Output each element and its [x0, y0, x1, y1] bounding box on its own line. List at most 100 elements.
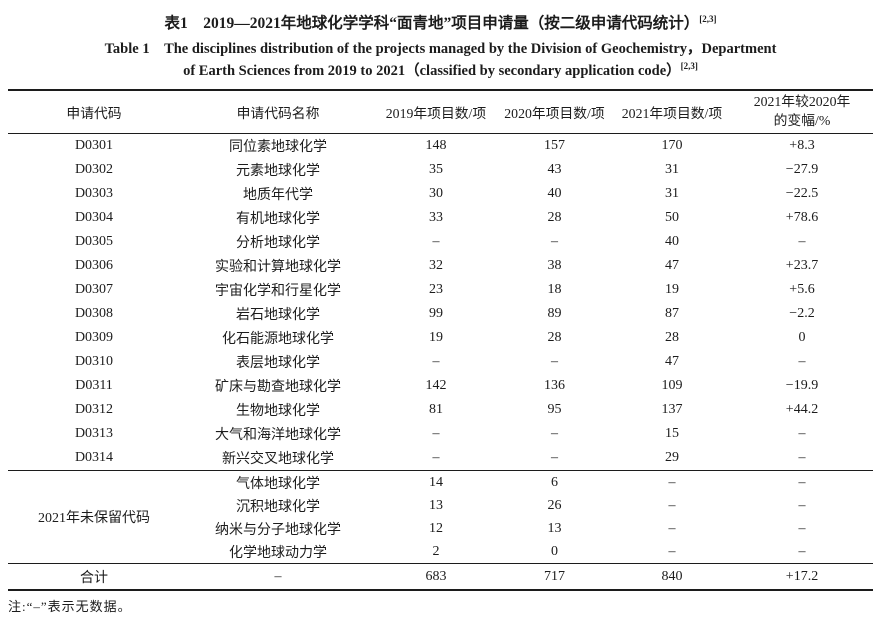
table-row: D0313 大气和海洋地球化学 – – 15 –	[8, 422, 873, 446]
cell-name: 岩石地球化学	[236, 308, 320, 323]
citation-superscript-zh: [2,3]	[699, 13, 717, 24]
cell-2019: 99	[429, 306, 443, 321]
cell-code: D0310	[74, 354, 114, 369]
cell-2020: 40	[547, 186, 562, 201]
table-title-en-line2: of Earth Sciences from 2019 to 2021（clas…	[0, 60, 881, 82]
table-row: D0312 生物地球化学 81 95 137 +44.2	[8, 398, 873, 422]
cell-2019: 142	[425, 378, 447, 393]
cell-2021: –	[613, 470, 731, 494]
cell-2019: 33	[429, 210, 443, 225]
table-row: D0307 宇宙化学和行星化学 23 18 19 +5.6	[8, 278, 873, 302]
cell-change: 0	[798, 330, 806, 345]
header-row: 申请代码 申请代码名称 2019年项目数/项 2020年项目数/项 2021年项…	[8, 90, 873, 134]
col-header-change: 2021年较2020年 的变幅/%	[731, 90, 873, 134]
cell-name: 化石能源地球化学	[222, 332, 334, 347]
table-row: D0309 化石能源地球化学 19 28 28 0	[8, 326, 873, 350]
cell-code: D0308	[74, 306, 114, 321]
cell-name: 同位素地球化学	[229, 140, 327, 155]
cell-2021: 137	[661, 402, 683, 417]
cell-2019: –	[432, 234, 440, 249]
group-row: 2021年未保留代码 气体地球化学 14 6 – –	[8, 470, 873, 564]
cell-name: –	[180, 563, 376, 590]
group-row: 沉积地球化学 13 26 – –	[8, 494, 873, 517]
cell-code: D0309	[74, 330, 114, 345]
cell-2020: –	[551, 354, 558, 369]
cell-code: D0301	[74, 138, 114, 153]
cell-code: D0303	[74, 186, 114, 201]
cell-change: –	[798, 543, 806, 559]
table-footnote: 注:“–”表示无数据。	[8, 599, 132, 614]
cell-name: 有机地球化学	[236, 212, 320, 227]
group-label: 2021年未保留代码	[8, 470, 180, 564]
table-title-en-line2-text: of Earth Sciences from 2019 to 2021（clas…	[183, 63, 681, 79]
cell-2021: 47	[665, 354, 679, 369]
col-header-code: 申请代码	[8, 90, 180, 134]
cell-2020: –	[551, 234, 558, 249]
cell-2021: 50	[665, 210, 679, 225]
cell-2019: 35	[429, 162, 443, 177]
cell-change: −19.9	[785, 378, 819, 393]
cell-change: +23.7	[785, 258, 819, 273]
cell-change: –	[798, 234, 806, 249]
cell-name: 表层地球化学	[236, 356, 320, 371]
cell-2020: 28	[547, 330, 562, 345]
cell-change: +78.6	[785, 210, 819, 225]
cell-2021: 28	[665, 330, 679, 345]
cell-name: 气体地球化学	[180, 470, 376, 494]
table-row: D0304 有机地球化学 33 28 50 +78.6	[8, 206, 873, 230]
table-row: D0306 实验和计算地球化学 32 38 47 +23.7	[8, 254, 873, 278]
cell-name: 元素地球化学	[236, 164, 320, 179]
cell-2021: 19	[665, 282, 679, 297]
cell-change: +44.2	[785, 402, 819, 417]
col-header-2021: 2021年项目数/项	[613, 90, 731, 134]
table-row: D0308 岩石地球化学 99 89 87 −2.2	[8, 302, 873, 326]
cell-2020: 6	[496, 470, 613, 494]
cell-change: −27.9	[785, 162, 819, 177]
cell-2020: 28	[547, 210, 562, 225]
citation-superscript-en: [2,3]	[680, 61, 698, 72]
cell-change: –	[731, 470, 873, 494]
cell-name: 地质年代学	[243, 188, 313, 203]
group-row: 纳米与分子地球化学 12 13 – –	[8, 517, 873, 540]
cell-2020: –	[551, 450, 558, 465]
cell-change: –	[798, 520, 806, 536]
cell-code: D0313	[74, 426, 114, 441]
total-label: 合计	[8, 563, 180, 590]
table-title-en-line1: Table 1 The disciplines distribution of …	[104, 41, 777, 57]
cell-name: 实验和计算地球化学	[215, 260, 341, 275]
cell-2019: 683	[376, 563, 496, 590]
group-row: 化学地球动力学 2 0 – –	[8, 540, 873, 564]
cell-2019: –	[432, 354, 440, 369]
cell-code: D0314	[74, 450, 114, 465]
cell-name: 化学地球动力学	[229, 545, 327, 561]
cell-change: –	[798, 426, 806, 441]
total-row: 合计 – 683 717 840 +17.2	[8, 563, 873, 590]
cell-2019: 148	[425, 138, 447, 153]
cell-code: D0302	[74, 162, 114, 177]
table-row: D0303 地质年代学 30 40 31 −22.5	[8, 182, 873, 206]
cell-change: –	[798, 450, 806, 465]
cell-change: −2.2	[789, 306, 815, 321]
cell-2019: 81	[429, 402, 443, 417]
cell-2020: 18	[547, 282, 562, 297]
cell-2019: 12	[429, 520, 443, 536]
col-header-2019: 2019年项目数/项	[376, 90, 496, 134]
cell-2020: 89	[547, 306, 562, 321]
cell-code: D0311	[75, 378, 113, 393]
col-header-name: 申请代码名称	[180, 90, 376, 134]
cell-change: +8.3	[789, 138, 815, 153]
cell-code: D0305	[74, 234, 114, 249]
cell-2019: 19	[429, 330, 443, 345]
cell-code: D0304	[74, 210, 114, 225]
cell-code: D0307	[74, 282, 114, 297]
data-table: 申请代码 申请代码名称 2019年项目数/项 2020年项目数/项 2021年项…	[8, 89, 873, 591]
cell-2021: 31	[665, 186, 679, 201]
cell-2019: 23	[429, 282, 443, 297]
cell-change: +5.6	[789, 282, 815, 297]
cell-change: +17.2	[731, 563, 873, 590]
table-title-zh-text: 表1 2019—2021年地球化学学科“面青地”项目申请量（按二级申请代码统计）	[164, 15, 700, 32]
cell-2019: 14	[376, 470, 496, 494]
cell-2020: 0	[551, 543, 558, 559]
cell-name: 分析地球化学	[236, 236, 320, 251]
